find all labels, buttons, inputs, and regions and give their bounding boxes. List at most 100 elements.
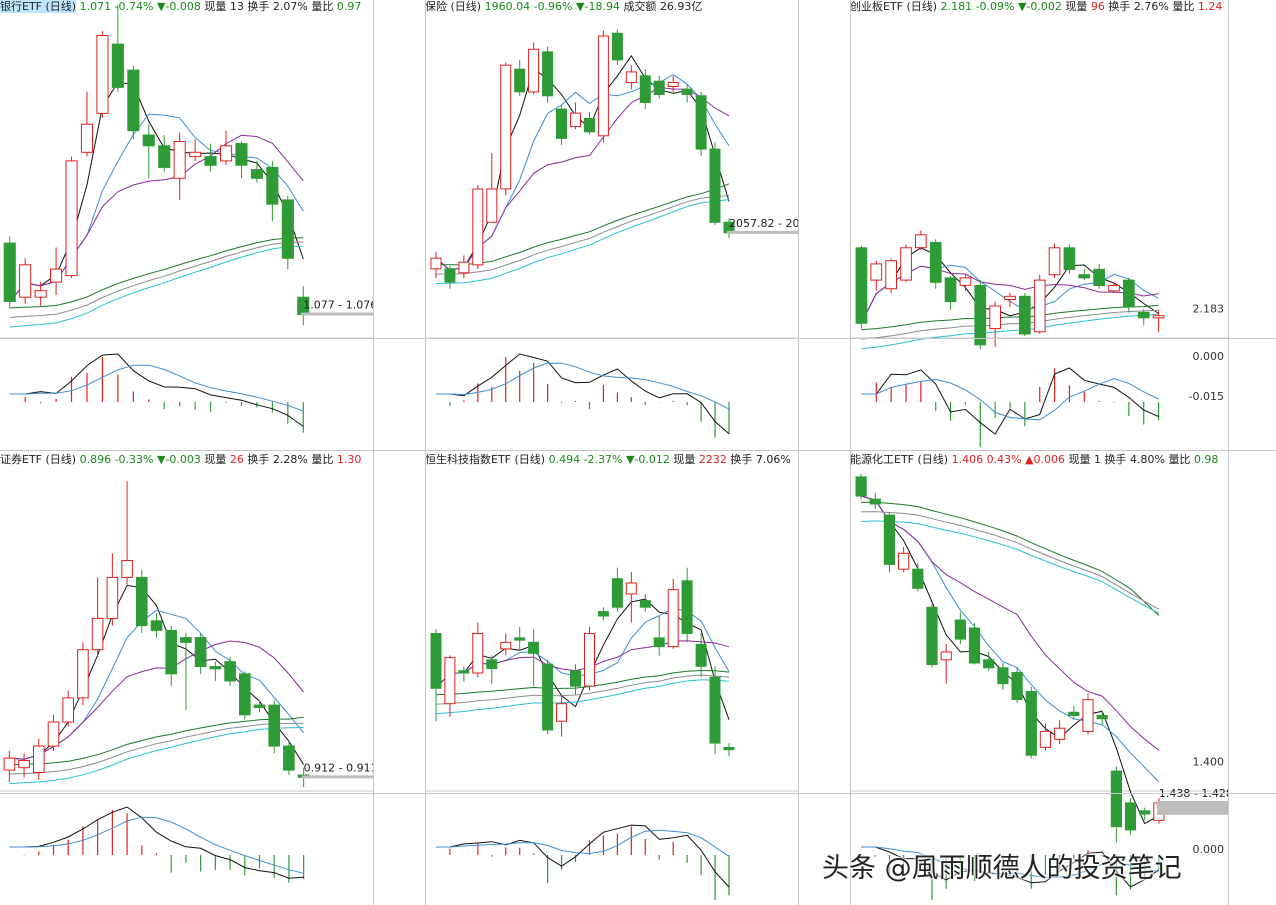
- candle: [180, 632, 192, 710]
- field-label: 换手: [1104, 453, 1127, 466]
- candle: [954, 612, 967, 644]
- chart-panel-hstech[interactable]: 恒生科技指数ETF (日线) 0.494 -2.37% ▼-0.012 现量 2…: [425, 453, 798, 905]
- candle: [472, 622, 484, 678]
- ma-line: [435, 195, 730, 275]
- chart-panel-energychem[interactable]: 能源化工ETF (日线) 1.406 0.43% ▲0.006 现量 1 换手 …: [850, 453, 1228, 905]
- candle: [1137, 309, 1150, 326]
- column-divider: [425, 0, 426, 905]
- candle: [96, 31, 109, 118]
- candle: [514, 59, 526, 96]
- field-value: 26: [229, 453, 244, 466]
- indicator-line: [436, 353, 730, 435]
- chart-panel-bank[interactable]: 银行ETF (日线) 1.071 -0.74% ▼-0.008 现量 13 换手…: [0, 0, 373, 450]
- candle: [253, 700, 266, 713]
- candle: [1063, 244, 1076, 274]
- candle: [869, 492, 881, 509]
- instrument-name[interactable]: 能源化工ETF (日线): [850, 453, 949, 466]
- indicator-tick-label: -0.015: [1189, 390, 1224, 403]
- field-value: 7.06%: [755, 453, 791, 466]
- chart-svg: 1.077 - 1.076: [0, 5, 373, 433]
- candle: [500, 62, 512, 196]
- ma-line: [9, 716, 304, 765]
- candle: [681, 83, 693, 103]
- panel-header: 银行ETF (日线) 1.071 -0.74% ▼-0.008 现量 13 换手…: [0, 0, 361, 14]
- chart-svg: 0.912 - 0.911: [0, 481, 373, 883]
- field-value: 2.28%: [272, 453, 308, 466]
- candle: [268, 700, 280, 754]
- ma-line: [9, 245, 304, 328]
- candle: [91, 577, 104, 657]
- change-percent: -0.09%: [975, 0, 1015, 13]
- ma-line: [9, 722, 304, 775]
- ma-line: [435, 679, 730, 715]
- candle: [1078, 269, 1091, 281]
- ma-line: [861, 511, 1160, 610]
- candle: [430, 629, 442, 722]
- candle: [723, 743, 735, 757]
- candle: [1110, 766, 1122, 843]
- candle: [900, 244, 912, 283]
- field-value: 96: [1090, 0, 1105, 13]
- change-amount: ▼-0.002: [1018, 0, 1062, 13]
- change-amount: ▼-18.94: [576, 0, 620, 13]
- column-divider: [373, 0, 374, 905]
- instrument-name[interactable]: 保险 (日线): [425, 0, 482, 13]
- field-label: 换手: [247, 0, 270, 13]
- ma-line: [861, 313, 1159, 350]
- candle: [150, 613, 163, 638]
- field-value: 2.76%: [1133, 0, 1169, 13]
- instrument-name[interactable]: 银行ETF (日线): [0, 0, 77, 13]
- watermark: 头条 @風雨顺德人的投资笔记: [822, 853, 1182, 884]
- candle: [514, 626, 526, 652]
- instrument-name[interactable]: 恒生科技指数ETF (日线): [425, 453, 546, 466]
- ma-line: [435, 86, 730, 271]
- chart-panel-securities[interactable]: 证券ETF (日线) 0.896 -0.33% ▼-0.003 现量 26 换手…: [0, 453, 373, 905]
- candle: [142, 124, 155, 179]
- ma-line: [435, 199, 730, 285]
- candle: [173, 132, 186, 200]
- candle: [959, 274, 972, 291]
- change-percent: 0.43%: [986, 453, 1022, 466]
- chart-svg: 1.1871.0790.0150.0002057.82 - 2052: [425, 29, 798, 438]
- candle: [695, 91, 707, 156]
- instrument-name[interactable]: 创业板ETF (日线): [850, 0, 938, 13]
- field-value: 1.30: [336, 453, 362, 466]
- candle: [570, 664, 581, 695]
- panel-header: 恒生科技指数ETF (日线) 0.494 -2.37% ▼-0.012 现量 2…: [425, 453, 791, 467]
- candle: [158, 134, 171, 172]
- candle: [898, 546, 910, 573]
- chart-panel-insurance[interactable]: 保险 (日线) 1960.04 -0.96% ▼-18.94 成交额 26.93…: [425, 0, 798, 450]
- last-price: 2.181: [940, 0, 973, 13]
- indicator-line: [436, 362, 730, 410]
- candle: [204, 143, 217, 172]
- candle: [444, 266, 456, 289]
- field-label: 量比: [311, 0, 334, 13]
- change-amount: ▼-0.003: [157, 453, 201, 466]
- panel-header: 创业板ETF (日线) 2.181 -0.09% ▼-0.002 现量 96 换…: [850, 0, 1222, 14]
- candle: [430, 251, 442, 279]
- candle: [1093, 263, 1106, 289]
- column-divider: [850, 0, 851, 905]
- candle: [65, 156, 78, 278]
- chart-svg: 0.9890.8990.000: [425, 567, 798, 900]
- candle: [989, 301, 1002, 347]
- candle: [653, 615, 665, 656]
- field-label: 现量: [1068, 453, 1091, 466]
- chart-panel-chinext[interactable]: 创业板ETF (日线) 2.181 -0.09% ▼-0.002 现量 96 换…: [850, 0, 1228, 450]
- candle: [983, 651, 995, 671]
- candle: [542, 659, 554, 735]
- last-price: 1.406: [951, 453, 984, 466]
- candle: [915, 230, 927, 250]
- candle: [940, 643, 952, 684]
- candle: [597, 30, 609, 143]
- candle: [444, 655, 456, 717]
- field-value: 0.98: [1193, 453, 1219, 466]
- ma-line: [9, 727, 304, 784]
- indicator-line: [861, 367, 1159, 435]
- candle: [121, 481, 133, 585]
- candle: [486, 655, 498, 684]
- instrument-name[interactable]: 证券ETF (日线): [0, 453, 77, 466]
- column-divider: [798, 0, 799, 905]
- indicator-line: [9, 364, 304, 412]
